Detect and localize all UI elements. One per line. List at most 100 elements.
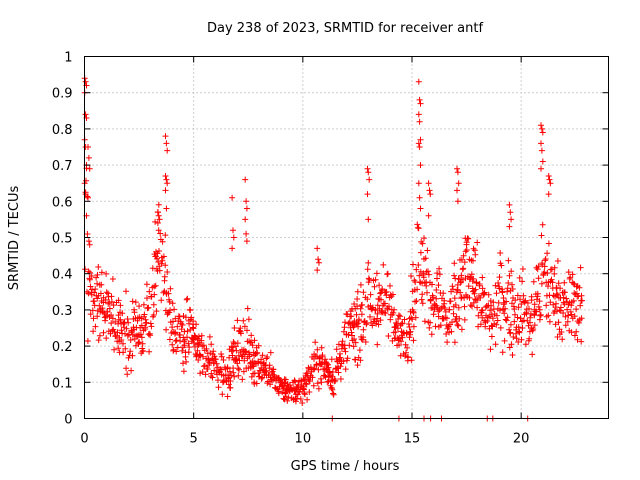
data-point [417, 100, 424, 107]
data-point [302, 380, 309, 387]
data-point [402, 341, 409, 348]
data-point [136, 339, 143, 346]
data-point [410, 261, 416, 268]
data-point [282, 376, 289, 383]
data-point [144, 295, 150, 302]
data-point [115, 297, 122, 304]
data-point [166, 336, 173, 343]
data-point [220, 357, 227, 363]
data-point [508, 341, 515, 348]
data-point [200, 353, 206, 360]
data-point [258, 356, 265, 363]
data-point [239, 376, 246, 383]
data-point [408, 273, 414, 279]
data-point [117, 316, 124, 323]
x-tick-label: 0 [80, 432, 88, 447]
data-point [155, 227, 162, 234]
data-point [147, 332, 154, 339]
data-point [416, 144, 423, 150]
data-point [243, 238, 250, 245]
data-point [218, 351, 225, 357]
data-point [555, 319, 562, 326]
data-point [169, 341, 176, 348]
data-point [461, 316, 468, 323]
data-point [535, 275, 542, 282]
data-point [156, 267, 163, 274]
data-point [353, 311, 360, 318]
data-point [465, 283, 472, 290]
data-point [408, 357, 415, 364]
data-point [380, 261, 387, 268]
data-point [171, 306, 178, 313]
data-point [437, 322, 444, 329]
data-point [410, 309, 417, 316]
y-tick-label: 0.3 [52, 304, 73, 319]
data-point [394, 325, 401, 332]
data-point [412, 298, 418, 305]
data-point [315, 366, 322, 373]
data-point [360, 326, 367, 333]
data-point [415, 225, 422, 232]
data-point [441, 305, 448, 311]
data-point [154, 220, 161, 226]
data-point [177, 338, 184, 345]
data-point [142, 324, 149, 331]
data-point [447, 298, 454, 305]
data-point [565, 269, 572, 276]
data-point [537, 312, 544, 319]
data-point [520, 292, 527, 299]
data-point [529, 351, 536, 358]
data-point [314, 267, 321, 274]
data-point [85, 154, 92, 161]
data-point [430, 294, 437, 301]
data-point [82, 78, 89, 85]
data-point [162, 173, 169, 179]
data-point [558, 329, 565, 335]
data-point [124, 316, 131, 322]
data-point [163, 176, 170, 183]
data-point [454, 187, 460, 194]
data-point [424, 247, 431, 254]
data-point [213, 367, 220, 374]
data-point [579, 297, 585, 304]
data-point [131, 309, 138, 316]
data-point [516, 329, 523, 336]
data-point [128, 367, 135, 374]
data-point [243, 230, 250, 237]
data-point [425, 180, 432, 187]
data-point [369, 322, 376, 329]
data-point [415, 78, 422, 85]
data-point [518, 336, 525, 343]
data-point [160, 253, 167, 260]
data-point [568, 311, 575, 318]
data-point [442, 308, 449, 315]
data-point [244, 305, 251, 312]
data-point [123, 365, 130, 372]
data-point [377, 290, 384, 297]
data-point [306, 389, 313, 395]
data-point [93, 274, 100, 281]
data-point [187, 307, 194, 314]
data-point [426, 324, 433, 331]
data-point [147, 320, 154, 327]
data-point [392, 329, 399, 335]
data-point [517, 315, 524, 322]
data-point [90, 328, 97, 335]
y-tick-label: 0.2 [52, 340, 73, 355]
data-point [351, 336, 358, 342]
data-point [230, 369, 237, 376]
data-point [172, 329, 179, 336]
data-point [178, 320, 185, 327]
data-point [371, 283, 378, 290]
data-point [493, 312, 500, 319]
data-point [537, 311, 544, 318]
data-point [564, 306, 571, 313]
data-point [246, 351, 253, 358]
data-point [509, 281, 515, 288]
data-point [423, 282, 430, 289]
data-point [510, 334, 517, 340]
data-point [173, 337, 180, 344]
data-point [538, 122, 544, 129]
data-point [451, 339, 458, 346]
data-point [87, 283, 94, 290]
